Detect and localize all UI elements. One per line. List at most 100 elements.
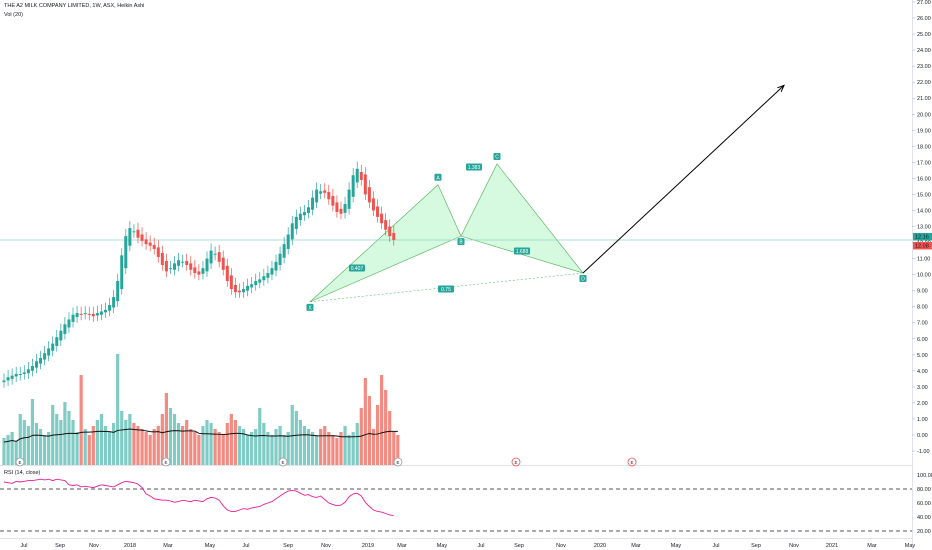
volume-bar — [254, 429, 258, 465]
candle-body — [388, 226, 392, 237]
time-tick-label: Mar — [867, 543, 877, 549]
candle — [140, 227, 144, 247]
candle-body — [225, 265, 229, 282]
candle-body — [168, 268, 172, 270]
candle-body — [311, 197, 315, 210]
candle-body — [30, 366, 34, 371]
volume-bar — [152, 429, 156, 465]
candle — [201, 260, 205, 280]
price-tick-label: 21.00 — [917, 96, 931, 102]
volume-bar — [197, 435, 201, 465]
rsi-line — [3, 478, 394, 517]
time-tick-label: Jul — [242, 543, 249, 549]
volume-bar — [75, 432, 79, 465]
candle-body — [331, 196, 335, 206]
time-tick-label: Nov — [89, 543, 99, 549]
volume-bar — [209, 423, 213, 465]
volume-bar — [371, 429, 376, 465]
projection-arrow-head — [777, 84, 785, 92]
candle-body — [140, 234, 144, 241]
candle-body — [22, 372, 26, 375]
candle-body — [59, 330, 63, 341]
volume-bar — [258, 408, 262, 465]
candle-body — [343, 204, 347, 213]
candle-body — [91, 313, 95, 317]
candle — [136, 222, 140, 244]
candle — [237, 283, 241, 298]
candle-body — [307, 207, 310, 213]
time-tick-label: Mar — [631, 543, 641, 549]
candle-body — [302, 212, 306, 216]
candle — [95, 305, 99, 322]
time-tick-label: Jul — [712, 543, 719, 549]
candle-body — [201, 268, 205, 274]
volume-bar — [266, 432, 270, 465]
price-badge-label: 12.08 — [915, 243, 929, 249]
candle-body — [380, 213, 384, 224]
volume-bar — [83, 429, 87, 465]
candle-body — [274, 261, 278, 271]
candle-body — [128, 228, 132, 246]
volume-bar — [124, 420, 128, 465]
volume-bar — [367, 396, 371, 465]
candle-body — [136, 229, 140, 238]
volume-bar — [331, 435, 335, 465]
candle — [229, 268, 233, 295]
candle — [181, 254, 185, 268]
volume-bar — [286, 432, 290, 465]
candle — [209, 243, 213, 269]
volume-bar — [38, 429, 43, 465]
candle — [376, 199, 380, 223]
candle-body — [351, 175, 355, 197]
candle-body — [270, 268, 274, 275]
candle-body — [99, 311, 103, 315]
candle — [55, 329, 59, 352]
candle-body — [55, 337, 59, 346]
price-tick-label: -1.00 — [917, 449, 930, 455]
time-tick-label: 2019 — [362, 543, 374, 549]
candle — [75, 305, 79, 323]
volume-bar — [160, 414, 164, 465]
candle — [22, 365, 26, 380]
volume-bar — [213, 429, 217, 465]
price-tick-label: 20.00 — [917, 112, 931, 118]
volume-bar — [298, 420, 302, 465]
candle-body — [2, 380, 6, 383]
candle-body — [376, 206, 380, 217]
volume-bar — [327, 432, 331, 465]
volume-bar — [71, 420, 75, 465]
time-tick-label: Sep — [55, 543, 65, 549]
volume-bar — [339, 432, 343, 465]
candle — [323, 183, 327, 199]
candle — [278, 246, 282, 271]
pattern-ratio-badge — [349, 264, 365, 272]
volume-bar — [201, 426, 205, 465]
candle — [274, 254, 278, 277]
candle-body — [148, 242, 152, 246]
volume-bar — [107, 432, 112, 465]
candle-body — [246, 285, 250, 291]
volume-bar — [355, 423, 359, 465]
candle-body — [339, 208, 343, 214]
price-tick-label: 2.00 — [917, 401, 928, 407]
candle — [71, 307, 75, 328]
candle-body — [26, 369, 30, 374]
candle-body — [294, 216, 298, 229]
candle-body — [6, 377, 10, 381]
candle — [217, 244, 221, 268]
volume-bar — [140, 429, 144, 465]
time-tick-label: Nov — [321, 543, 331, 549]
candle — [26, 362, 30, 379]
candle — [319, 184, 323, 200]
volume-bar — [270, 435, 274, 465]
candle — [380, 206, 384, 229]
candle-body — [233, 285, 237, 293]
volume-bar — [384, 390, 388, 465]
candle-body — [229, 275, 233, 290]
candle-body — [79, 313, 83, 315]
candle — [246, 278, 250, 297]
candle-body — [193, 267, 197, 274]
candle — [258, 272, 262, 289]
candle — [351, 167, 355, 203]
pattern-point-badge — [579, 275, 587, 283]
